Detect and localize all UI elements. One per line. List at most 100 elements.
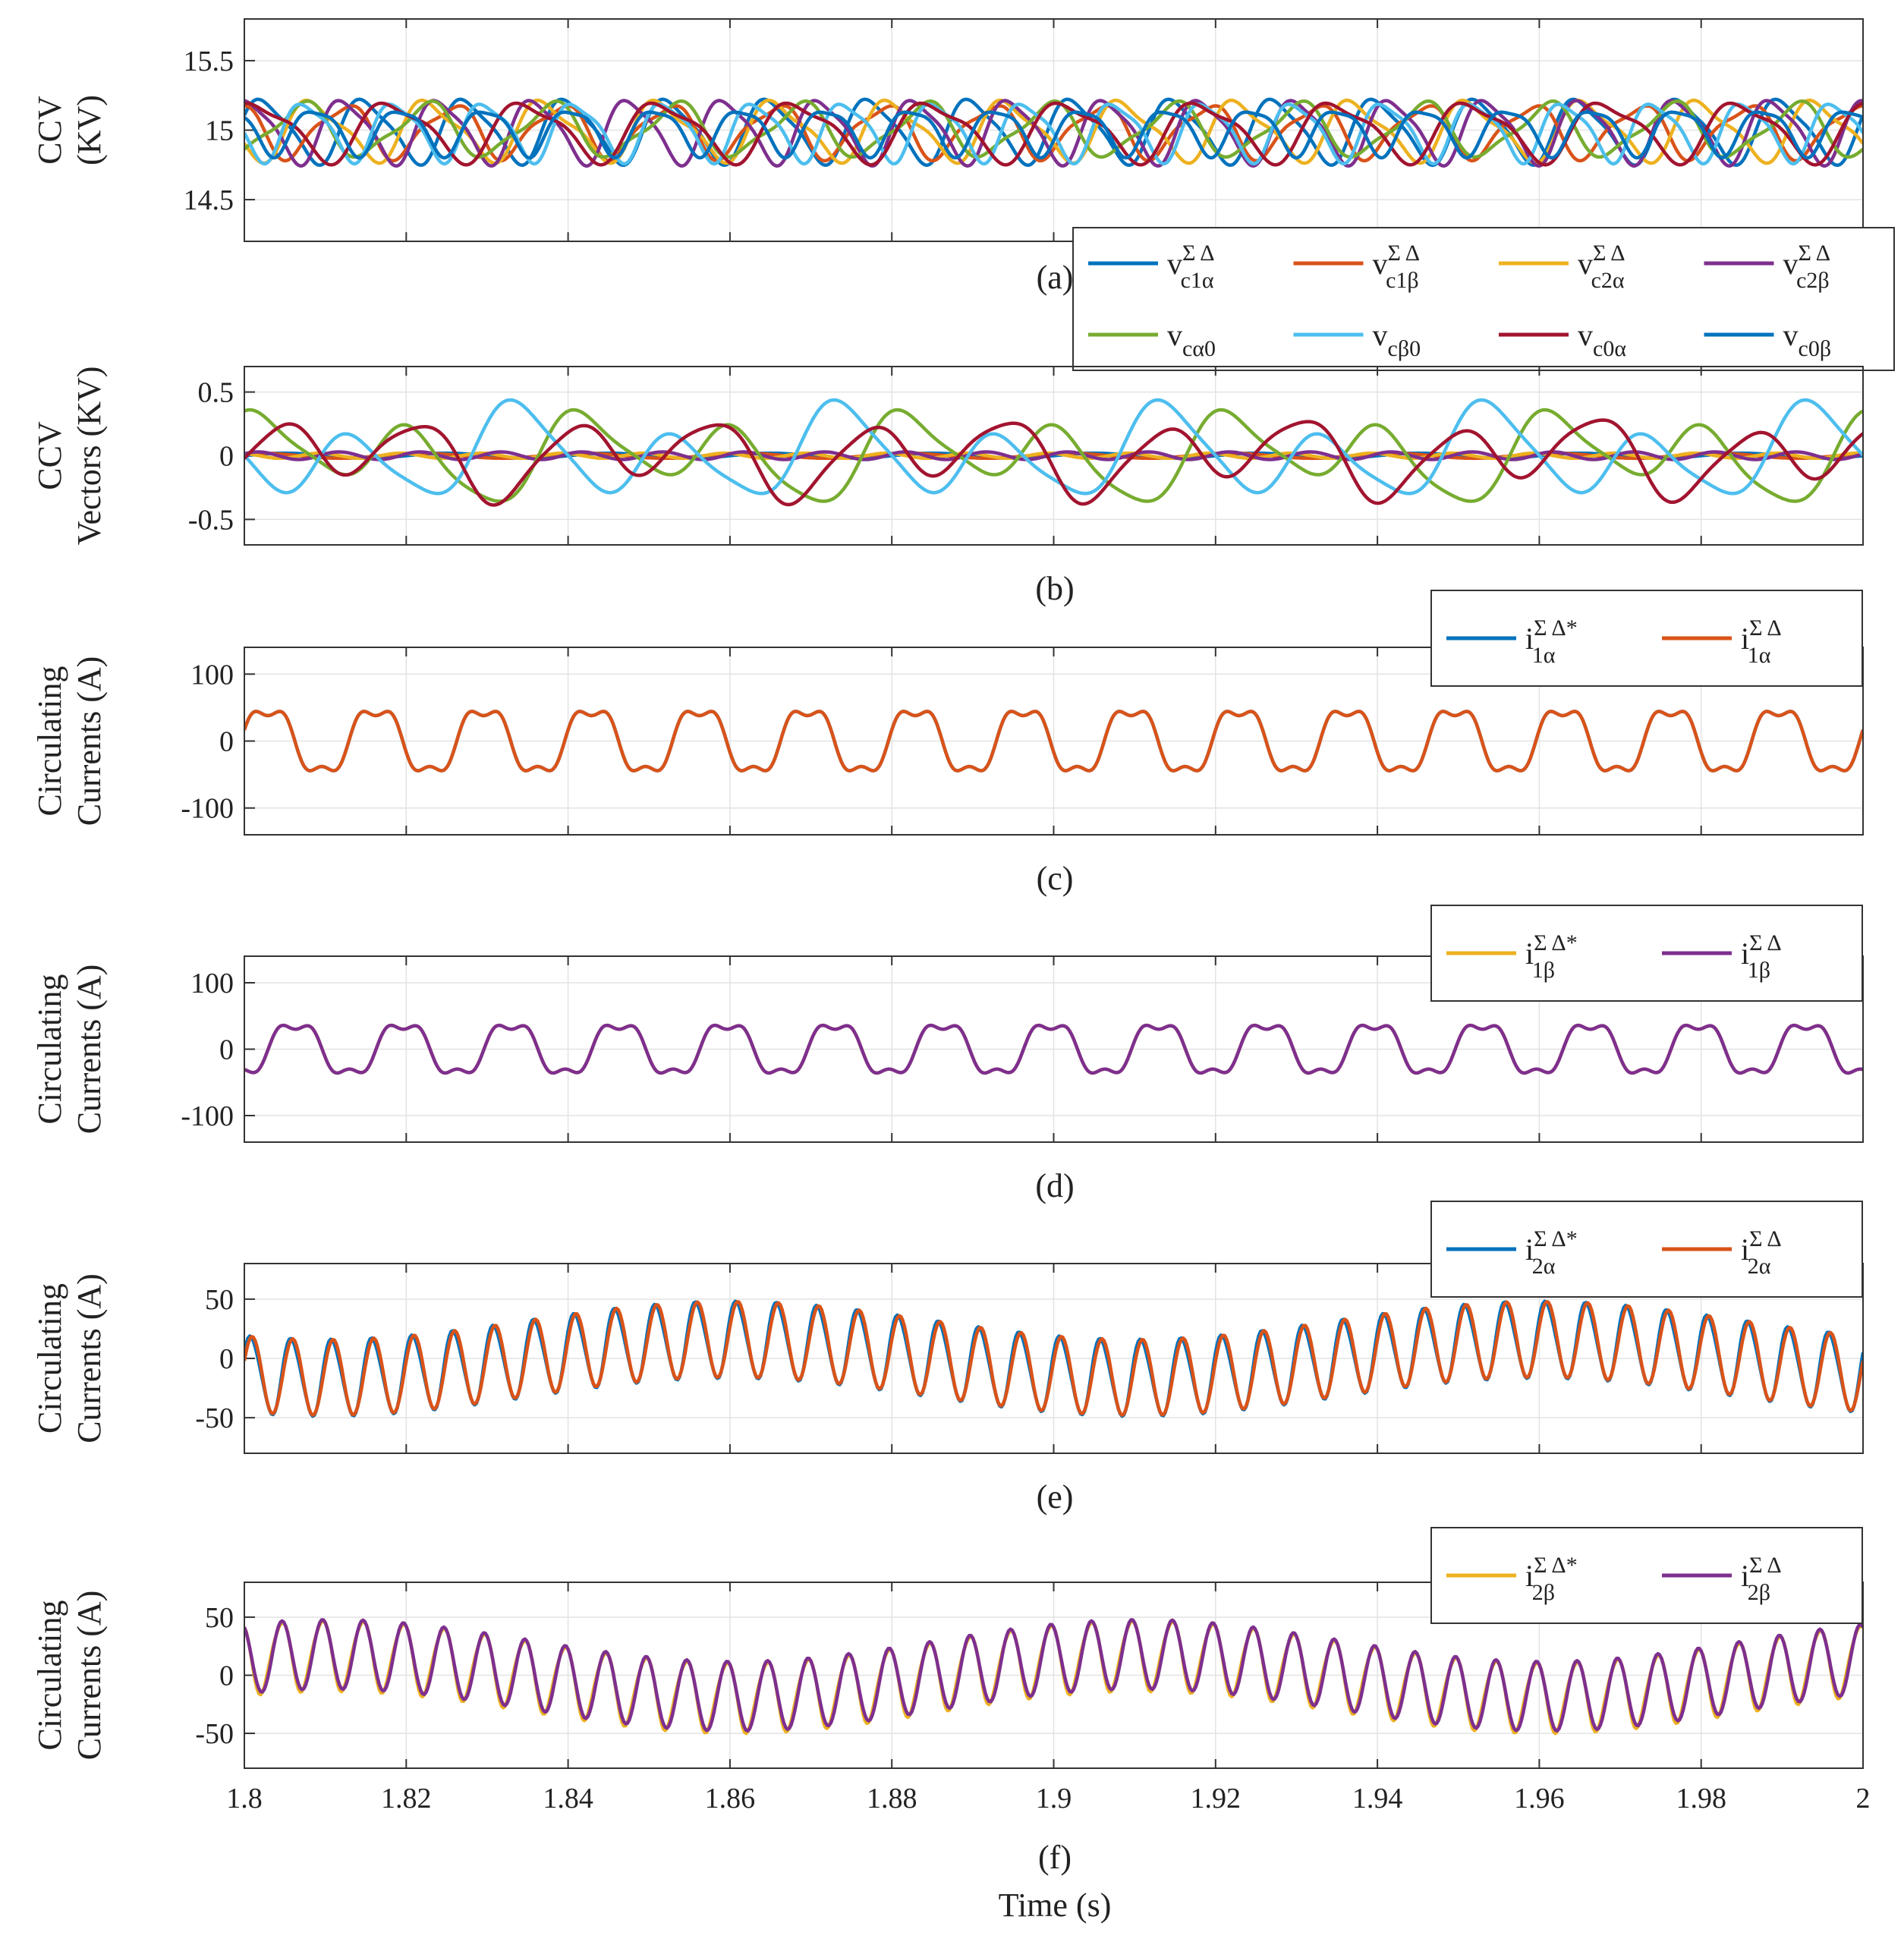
plot-frame — [244, 1263, 1864, 1454]
plot-frame — [244, 647, 1864, 836]
y-tick-label: 100 — [190, 968, 234, 999]
panel-caption: (c) — [1037, 860, 1074, 897]
series-group — [244, 1023, 1863, 1075]
x-tick-label: 2 — [1856, 1783, 1871, 1815]
y-tick-label: 14.5 — [184, 184, 234, 216]
legend-sub: 2α — [1748, 1254, 1771, 1279]
y-axis-label: Circulating — [31, 974, 68, 1125]
legend-base: v — [1373, 318, 1388, 352]
legend-sub: c2β — [1796, 268, 1830, 293]
legend-base: v — [1783, 318, 1799, 352]
x-tick-label: 1.86 — [705, 1783, 756, 1815]
panel-caption: (d) — [1035, 1167, 1074, 1204]
panel-caption: (f) — [1038, 1839, 1072, 1876]
legend-base: v — [1373, 247, 1388, 281]
legend-label: iΣ Δ* 1β — [1525, 930, 1578, 983]
series-group — [244, 398, 1863, 507]
legend-label: iΣ Δ* 2β — [1525, 1553, 1578, 1605]
legend-base: v — [1783, 247, 1799, 281]
legend-sub: 2β — [1532, 1580, 1555, 1605]
legend-base: i — [1525, 1232, 1534, 1267]
legend-label: vcβ0 — [1373, 318, 1421, 361]
legend: iΣ Δ* 1β iΣ Δ 1β — [1430, 905, 1863, 1002]
legend-base: i — [1741, 1559, 1749, 1593]
legend-label: vc0β — [1783, 318, 1832, 361]
x-tick-label: 1.88 — [867, 1783, 917, 1815]
x-tick-label: 1.82 — [381, 1783, 432, 1815]
series-line — [244, 408, 1863, 503]
legend-sup: Σ Δ — [1799, 241, 1831, 266]
y-axis-label: Circulating — [31, 666, 68, 817]
y-axis-label: CCV — [31, 96, 68, 165]
legend-sub: 2β — [1748, 1580, 1770, 1605]
x-tick-label: 1.84 — [543, 1783, 593, 1815]
legend: iΣ Δ* 1α iΣ Δ 1α — [1430, 590, 1863, 687]
x-tick-label: 1.96 — [1514, 1783, 1565, 1815]
y-tick-label: -0.5 — [188, 504, 234, 536]
series-group — [244, 710, 1863, 773]
y-tick-label: 0 — [219, 1343, 234, 1375]
legend-sup: Σ Δ* — [1534, 1553, 1578, 1578]
legend-base: i — [1741, 1232, 1749, 1267]
legend-base: i — [1525, 1559, 1534, 1593]
legend-sup: Σ Δ — [1388, 241, 1421, 266]
legend-label: iΣ Δ 2α — [1741, 1226, 1782, 1279]
x-tick-label: 1.92 — [1191, 1783, 1242, 1815]
series-line — [244, 398, 1863, 496]
y-tick-label: 0 — [219, 726, 234, 758]
series-line — [244, 1023, 1863, 1075]
plot-frame — [244, 18, 1864, 242]
panel-caption: (a) — [1037, 259, 1074, 296]
legend-sup: Σ Δ* — [1534, 930, 1578, 955]
legend-base: i — [1741, 936, 1749, 971]
series-line — [244, 710, 1863, 773]
y-axis-label: Circulating — [31, 1600, 68, 1751]
legend-label: iΣ Δ 1α — [1741, 615, 1782, 668]
y-tick-label: 50 — [205, 1602, 234, 1634]
series-line — [244, 104, 1863, 163]
chart-panel-b: -0.5 0 0.5 CCV Vectors (KV) (b) — [31, 366, 1864, 607]
legend-sub: 1α — [1748, 643, 1771, 668]
y-tick-label: 0.5 — [198, 377, 234, 409]
legend-label: iΣ Δ 2β — [1741, 1553, 1782, 1605]
legend-sup: Σ Δ — [1749, 615, 1782, 641]
x-tick-label: 1.94 — [1352, 1783, 1403, 1815]
legend-label: vcα0 — [1167, 318, 1216, 361]
series-line — [244, 110, 1863, 160]
plot-frame — [244, 1582, 1864, 1769]
legend-sub: c2α — [1591, 268, 1625, 293]
y-tick-label: 0 — [219, 1034, 234, 1066]
series-line — [244, 101, 1863, 167]
series-line — [244, 1300, 1863, 1418]
legend-base: i — [1741, 622, 1749, 656]
legend-base: i — [1525, 936, 1534, 971]
x-tick-label: 1.9 — [1036, 1783, 1072, 1815]
y-tick-label: -50 — [195, 1718, 234, 1750]
legend-sup: Σ Δ — [1749, 930, 1782, 955]
legend-sub: c0β — [1799, 336, 1832, 361]
series-group — [244, 1299, 1863, 1418]
x-tick-label: 1.8 — [226, 1783, 263, 1815]
legend-box — [1072, 227, 1895, 371]
series-line — [244, 102, 1863, 166]
legend-base: v — [1167, 318, 1182, 352]
legend-label: vc0α — [1578, 318, 1626, 361]
y-axis-label: (KV) — [71, 95, 108, 165]
legend-base: i — [1525, 622, 1534, 656]
legend-base: v — [1578, 318, 1593, 352]
panel-caption: (b) — [1035, 570, 1074, 607]
legend-sub: 1α — [1532, 643, 1556, 668]
legend: iΣ Δ* 2α iΣ Δ 2α — [1430, 1201, 1863, 1298]
legend-sup: Σ Δ — [1182, 241, 1215, 266]
x-tick-label: 1.98 — [1676, 1783, 1726, 1815]
legend-sub: 1β — [1748, 958, 1770, 983]
x-axis-label: Time (s) — [999, 1887, 1112, 1924]
y-axis-label: Currents (A) — [71, 1591, 108, 1761]
legend-sub: cβ0 — [1388, 336, 1421, 361]
